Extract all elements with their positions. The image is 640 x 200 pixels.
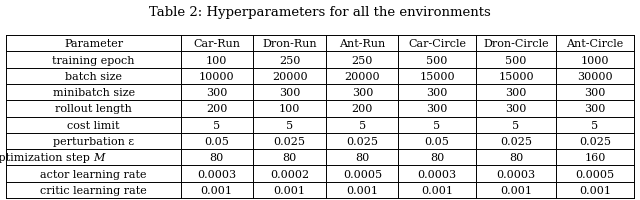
- Text: M: M: [93, 153, 105, 162]
- Text: 0.025: 0.025: [500, 136, 532, 146]
- Text: 0.025: 0.025: [579, 136, 611, 146]
- Text: 300: 300: [352, 88, 373, 98]
- Text: 160: 160: [584, 153, 605, 162]
- Text: 0.001: 0.001: [346, 185, 378, 195]
- Text: Dron-Run: Dron-Run: [262, 39, 317, 49]
- Text: actor learning rate: actor learning rate: [40, 169, 147, 179]
- Text: 5: 5: [213, 120, 220, 130]
- Text: 300: 300: [505, 88, 527, 98]
- Text: 5: 5: [286, 120, 293, 130]
- Text: 300: 300: [584, 88, 605, 98]
- Text: 1000: 1000: [580, 55, 609, 65]
- Text: rollout length: rollout length: [55, 104, 132, 114]
- Text: 0.0003: 0.0003: [417, 169, 456, 179]
- Text: minibatch size: minibatch size: [52, 88, 134, 98]
- Text: 300: 300: [426, 88, 447, 98]
- Text: perturbation ε: perturbation ε: [53, 136, 134, 146]
- Text: 20000: 20000: [344, 72, 380, 81]
- Text: Car-Circle: Car-Circle: [408, 39, 466, 49]
- Text: 10000: 10000: [199, 72, 234, 81]
- Text: 30000: 30000: [577, 72, 612, 81]
- Text: 0.0003: 0.0003: [197, 169, 236, 179]
- Text: 0.05: 0.05: [424, 136, 449, 146]
- Text: cost limit: cost limit: [67, 120, 120, 130]
- Text: 250: 250: [279, 55, 300, 65]
- Text: 0.025: 0.025: [273, 136, 305, 146]
- Text: 80: 80: [430, 153, 444, 162]
- Text: 500: 500: [505, 55, 527, 65]
- Text: 500: 500: [426, 55, 447, 65]
- Text: 100: 100: [206, 55, 227, 65]
- Text: 300: 300: [206, 88, 227, 98]
- Text: 5: 5: [591, 120, 598, 130]
- Text: 80: 80: [282, 153, 297, 162]
- Text: Ant-Run: Ant-Run: [339, 39, 385, 49]
- Text: 0.001: 0.001: [500, 185, 532, 195]
- Text: 15000: 15000: [498, 72, 534, 81]
- Text: Parameter: Parameter: [64, 39, 123, 49]
- Text: 100: 100: [279, 104, 300, 114]
- Text: 300: 300: [584, 104, 605, 114]
- Text: Car-Run: Car-Run: [193, 39, 240, 49]
- Text: Table 2: Hyperparameters for all the environments: Table 2: Hyperparameters for all the env…: [149, 6, 491, 19]
- Text: 300: 300: [279, 88, 300, 98]
- Text: 200: 200: [206, 104, 227, 114]
- Text: 0.001: 0.001: [273, 185, 305, 195]
- Text: 250: 250: [352, 55, 373, 65]
- Text: 300: 300: [426, 104, 447, 114]
- Text: Ant-Circle: Ant-Circle: [566, 39, 623, 49]
- Text: 0.0002: 0.0002: [270, 169, 309, 179]
- Text: 0.001: 0.001: [421, 185, 453, 195]
- Text: Dron-Circle: Dron-Circle: [483, 39, 548, 49]
- Text: 0.05: 0.05: [204, 136, 229, 146]
- Text: 15000: 15000: [419, 72, 455, 81]
- Text: critic learning rate: critic learning rate: [40, 185, 147, 195]
- Text: 20000: 20000: [272, 72, 307, 81]
- Text: 5: 5: [513, 120, 520, 130]
- Text: training epoch: training epoch: [52, 55, 135, 65]
- Text: 0.0005: 0.0005: [343, 169, 382, 179]
- Text: 80: 80: [355, 153, 369, 162]
- Text: 0.025: 0.025: [346, 136, 378, 146]
- Text: 300: 300: [505, 104, 527, 114]
- Text: actor optimization step: actor optimization step: [0, 153, 93, 162]
- Text: 80: 80: [509, 153, 523, 162]
- Text: 5: 5: [433, 120, 440, 130]
- Text: 0.0003: 0.0003: [497, 169, 536, 179]
- Text: 0.001: 0.001: [201, 185, 233, 195]
- Text: batch size: batch size: [65, 72, 122, 81]
- Text: 80: 80: [209, 153, 224, 162]
- Text: 0.001: 0.001: [579, 185, 611, 195]
- Text: 5: 5: [359, 120, 366, 130]
- Text: 0.0005: 0.0005: [575, 169, 614, 179]
- Text: 200: 200: [352, 104, 373, 114]
